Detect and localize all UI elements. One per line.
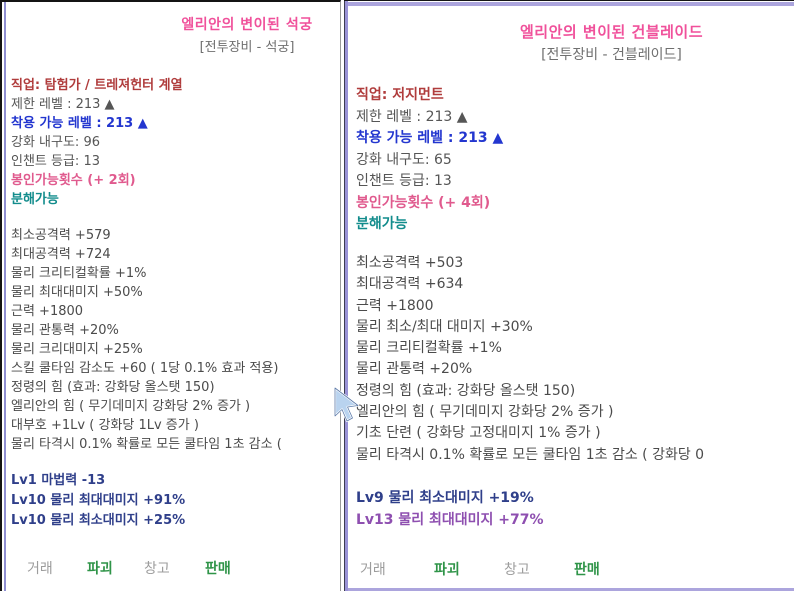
lv-stat-line: Lv1 마법력 -13 <box>11 473 106 488</box>
stat-line: 최대공격력 +724 <box>11 247 111 262</box>
stat-line: 근력 +1800 <box>356 297 434 314</box>
lv-stat-line: Lv9 물리 최소대미지 +19% <box>356 490 534 506</box>
stat-line: 스킬 쿨타임 감소도 +60 ( 1당 0.1% 효과 적용) <box>11 361 279 376</box>
right-action-bar: 거래 파괴 창고 판매 <box>344 559 794 579</box>
stat-line: 물리 타격시 0.1% 확률로 모든 쿨타임 1초 감소 ( 강화당 0 <box>356 446 705 463</box>
limit-level-line: 제한 레벨 : 213 ▲ <box>11 97 115 112</box>
storage-button[interactable]: 창고 <box>144 561 170 577</box>
dismantle-line: 분해가능 <box>356 216 408 232</box>
stat-line: 물리 관통력 +20% <box>11 323 119 338</box>
right-stats-block: 최소공격력 +503 최대공격력 +634 근력 +1800 물리 최소/최대 … <box>356 253 704 466</box>
right-level-stats-block: Lv9 물리 최소대미지 +19% Lv13 물리 최대대미지 +77% <box>356 487 544 531</box>
item-title: 엘리안의 변이된 석궁 <box>181 17 313 33</box>
left-action-bar: 거래 파괴 창고 판매 <box>2 558 340 578</box>
storage-button[interactable]: 창고 <box>504 562 530 578</box>
right-frame-accent <box>344 1 348 591</box>
destroy-button[interactable]: 파괴 <box>434 562 460 578</box>
stat-line: 최대공격력 +634 <box>356 276 464 293</box>
job-line: 직업: 저지먼트 <box>356 87 444 103</box>
item-category: [전투장비 - 석궁] <box>199 40 295 55</box>
limit-level-line: 제한 레벨 : 213 ▲ <box>356 108 468 125</box>
stat-line: 정령의 힘 (효과: 강화당 올스탯 150) <box>356 382 576 399</box>
stat-line: 엘리안의 힘 ( 무기데미지 강화당 2% 증가 ) <box>11 399 251 414</box>
durability-line: 강화 내구도: 65 <box>356 151 452 168</box>
sell-button[interactable]: 판매 <box>574 562 600 578</box>
lv-stat-line: Lv10 물리 최대대미지 +91% <box>11 493 186 508</box>
stat-line: 대부호 +1Lv ( 강화당 1Lv 증가 ) <box>11 418 199 433</box>
item-title: 엘리안의 변이된 건블레이드 <box>519 23 704 41</box>
left-frame-accent <box>4 2 6 591</box>
lv-stat-line: Lv10 물리 최소대미지 +25% <box>11 513 186 528</box>
enchant-line: 인챈트 등급: 13 <box>11 154 100 169</box>
stat-line: 물리 크리티컬확률 +1% <box>11 266 147 281</box>
left-level-stats-block: Lv1 마법력 -13 Lv10 물리 최대대미지 +91% Lv10 물리 최… <box>11 471 185 531</box>
item-tooltip-gunblade: 엘리안의 변이된 건블레이드 [전투장비 - 건블레이드] 직업: 저지먼트 제… <box>344 0 794 591</box>
left-header: 엘리안의 변이된 석궁 [전투장비 - 석궁] <box>2 14 340 55</box>
stat-line: 물리 크리티컬확률 +1% <box>356 340 502 357</box>
stat-line: 최소공격력 +503 <box>356 255 464 271</box>
stat-line: 물리 관통력 +20% <box>356 361 473 378</box>
sell-button[interactable]: 판매 <box>205 561 231 577</box>
item-tooltip-crossbow: 엘리안의 변이된 석궁 [전투장비 - 석궁] 직업: 탐험가 / 트레져헌터 … <box>0 0 341 591</box>
mouse-cursor-icon <box>333 386 360 423</box>
stat-line: 기초 단련 ( 강화당 고정대미지 1% 증가 ) <box>356 425 601 442</box>
trade-button[interactable]: 거래 <box>27 561 53 577</box>
right-header: 엘리안의 변이된 건블레이드 [전투장비 - 건블레이드] <box>344 21 794 64</box>
stat-line: 물리 크리대미지 +25% <box>11 342 143 357</box>
equip-level-line: 착용 가능 레벨 : 213 ▲ <box>356 130 504 146</box>
seal-count-line: 봉인가능횟수 (+ 4회) <box>356 194 491 211</box>
item-category: [전투장비 - 건블레이드] <box>541 47 682 63</box>
left-info-block: 직업: 탐험가 / 트레져헌터 계열 제한 레벨 : 213 ▲ 착용 가능 레… <box>11 76 183 209</box>
destroy-button[interactable]: 파괴 <box>87 561 113 577</box>
right-info-block: 직업: 저지먼트 제한 레벨 : 213 ▲ 착용 가능 레벨 : 213 ▲ … <box>356 85 503 236</box>
seal-count-line: 봉인가능횟수 (+ 2회) <box>11 173 136 188</box>
job-line: 직업: 탐험가 / 트레져헌터 계열 <box>11 78 183 93</box>
stat-line: 물리 최소/최대 대미지 +30% <box>356 318 533 335</box>
right-frame-top <box>344 2 794 6</box>
equip-level-line: 착용 가능 레벨 : 213 ▲ <box>11 116 148 131</box>
enchant-line: 인챈트 등급: 13 <box>356 173 452 189</box>
trade-button[interactable]: 거래 <box>360 562 386 578</box>
stat-line: 정령의 힘 (효과: 강화당 올스탯 150) <box>11 380 215 395</box>
stat-line: 최소공격력 +579 <box>11 228 111 243</box>
durability-line: 강화 내구도: 96 <box>11 135 100 150</box>
stat-line: 근력 +1800 <box>11 304 84 319</box>
stat-line: 물리 최대대미지 +50% <box>11 285 143 300</box>
dismantle-line: 분해가능 <box>11 192 59 207</box>
lv-stat-line: Lv13 물리 최대대미지 +77% <box>356 512 544 528</box>
stat-line: 엘리안의 힘 ( 무기데미지 강화당 2% 증가 ) <box>356 404 614 421</box>
right-frame-bottom <box>344 588 794 591</box>
stat-line: 물리 타격시 0.1% 확률로 모든 쿨타임 1초 감소 ( <box>11 437 282 452</box>
left-stats-block: 최소공격력 +579 최대공격력 +724 물리 크리티컬확률 +1% 물리 최… <box>11 226 282 454</box>
